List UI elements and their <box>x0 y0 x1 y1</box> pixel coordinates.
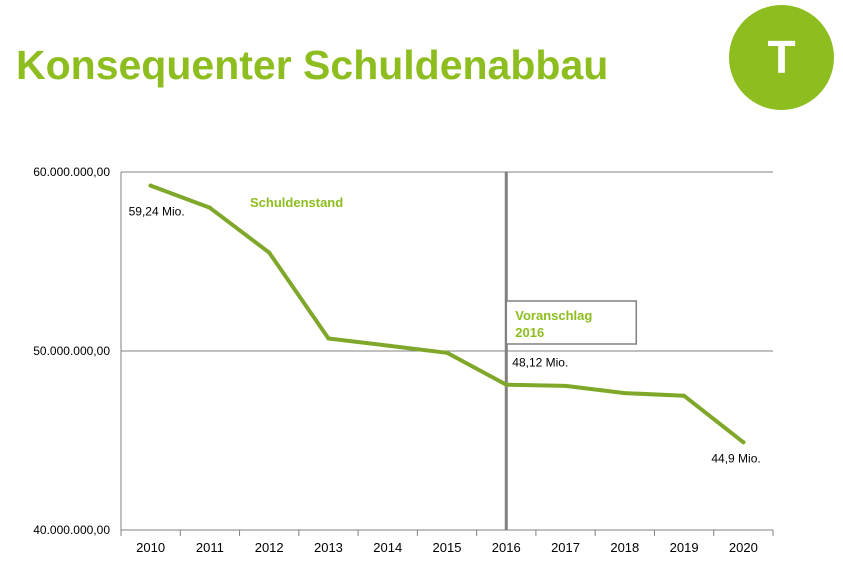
y-tick-label: 40.000.000,00 <box>33 523 110 537</box>
slide-title: Konsequenter Schuldenabbau <box>16 42 609 88</box>
y-tick-label: 60.000.000,00 <box>33 165 110 179</box>
x-tick-label: 2012 <box>255 540 284 555</box>
logo-badge: T <box>729 5 834 110</box>
data-point <box>504 382 509 387</box>
data-point <box>267 250 272 255</box>
data-point <box>682 393 687 398</box>
data-label: 48,12 Mio. <box>512 356 568 370</box>
labels: 40.000.000,00 50.000.000,00 60.000.000,00 2… <box>33 165 760 555</box>
forecast-label-line2: 2016 <box>515 325 544 340</box>
x-tick-label: 2016 <box>492 540 521 555</box>
data-point <box>563 383 568 388</box>
data-point <box>385 343 390 348</box>
data-label: 59,24 Mio. <box>129 205 185 219</box>
series <box>148 183 746 445</box>
data-point <box>445 350 449 355</box>
x-tick-label: 2013 <box>314 540 343 555</box>
series-label: Schuldenstand <box>250 195 343 210</box>
x-tick-label: 2010 <box>136 540 165 555</box>
forecast-label-box <box>505 300 638 345</box>
x-tick-label: 2011 <box>196 540 224 555</box>
x-tick-label: 2015 <box>433 540 462 555</box>
data-label: 44,9 Mio. <box>711 451 760 465</box>
forecast-label-line1: Voranschlag <box>515 308 592 323</box>
forecast-marker <box>504 172 638 530</box>
x-tick-label: 2017 <box>551 540 580 555</box>
x-tick-label: 2014 <box>373 540 402 555</box>
data-point <box>207 205 212 210</box>
logo-letter: T <box>767 30 796 83</box>
x-tick-label: 2020 <box>729 540 758 555</box>
x-tick-label: 2018 <box>610 540 639 555</box>
series-line <box>148 183 746 445</box>
y-tick-label: 50.000.000,00 <box>33 344 110 358</box>
data-point <box>326 336 331 341</box>
data-point <box>741 440 746 445</box>
axes <box>120 172 774 536</box>
data-point <box>622 391 627 396</box>
data-point <box>148 183 153 188</box>
x-tick-label: 2019 <box>670 540 699 555</box>
